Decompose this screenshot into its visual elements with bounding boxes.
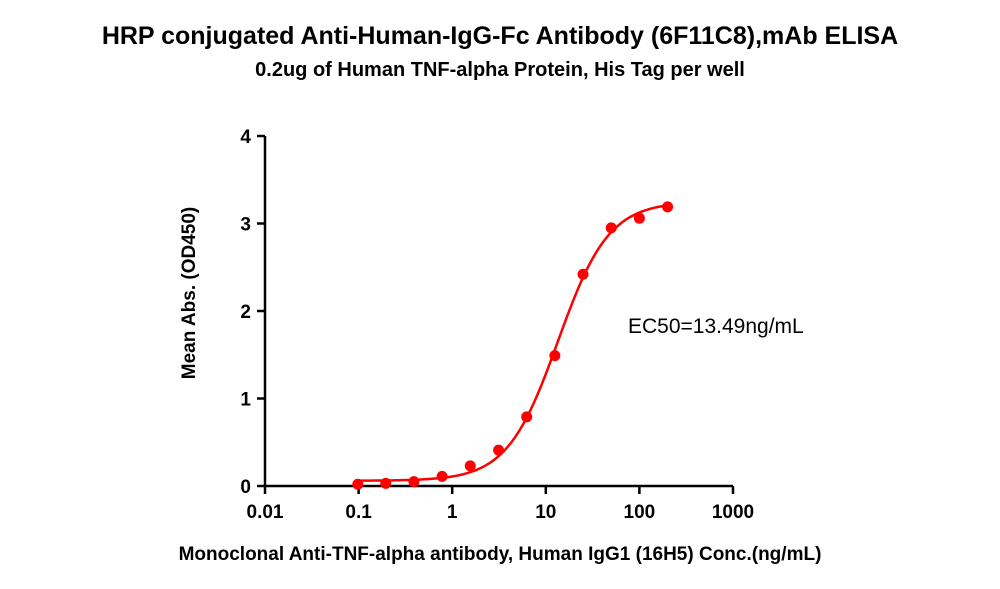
y-tick-label: 0 xyxy=(240,477,251,498)
x-tick-label: 1000 xyxy=(712,502,754,523)
fit-curve xyxy=(357,204,668,482)
y-tick-label: 2 xyxy=(240,302,251,323)
data-point xyxy=(352,478,364,490)
data-point xyxy=(605,222,617,234)
data-point xyxy=(436,470,448,482)
data-point xyxy=(549,350,561,362)
x-tick-label: 100 xyxy=(624,502,656,523)
x-tick-label: 1 xyxy=(447,502,458,523)
chart-subtitle: 0.2ug of Human TNF-alpha Protein, His Ta… xyxy=(255,59,745,81)
x-tick-label: 0.1 xyxy=(345,502,372,523)
y-tick-label: 3 xyxy=(240,215,251,236)
data-points xyxy=(352,201,674,490)
data-point xyxy=(493,444,505,456)
x-axis-title: Monoclonal Anti-TNF-alpha antibody, Huma… xyxy=(179,544,822,565)
data-point xyxy=(408,476,420,488)
data-point xyxy=(464,460,476,472)
y-tick-label: 1 xyxy=(240,390,251,411)
y-axis-title: Mean Abs. (OD450) xyxy=(179,207,200,379)
axes: 0.01 0.1 1 10 100 1000 0 1 2 3 4 xyxy=(240,127,754,523)
y-tick-label: 4 xyxy=(240,127,251,148)
data-point xyxy=(380,477,392,489)
x-tick-label: 0.01 xyxy=(247,502,284,523)
data-point xyxy=(662,201,674,213)
ec50-annotation: EC50=13.49ng/mL xyxy=(628,315,804,338)
data-point xyxy=(521,411,533,423)
data-point xyxy=(577,268,589,280)
x-tick-label: 10 xyxy=(535,502,556,523)
data-point xyxy=(633,212,645,224)
chart-title: HRP conjugated Anti-Human-IgG-Fc Antibod… xyxy=(101,22,899,50)
